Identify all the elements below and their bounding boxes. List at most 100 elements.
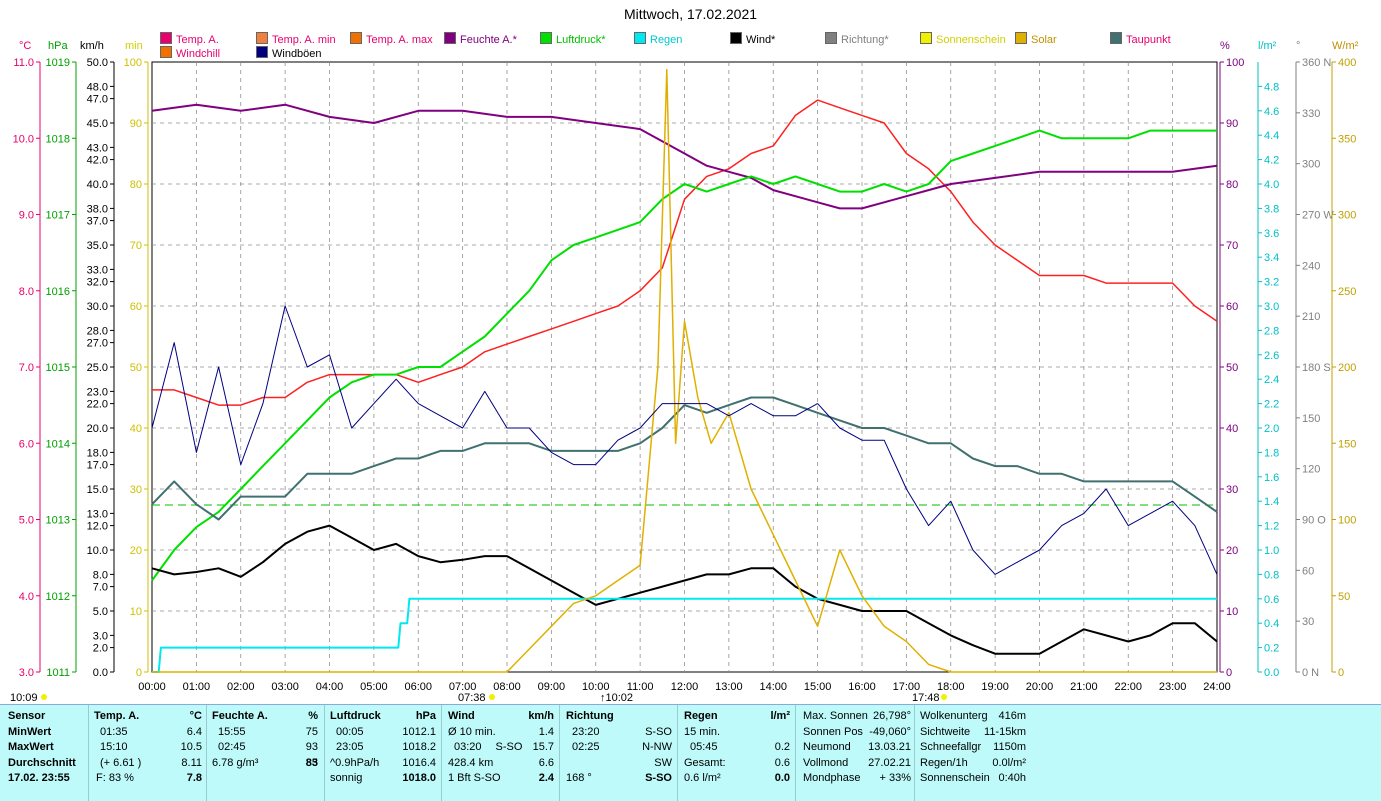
min-axis-tick-label: 70 <box>130 240 142 252</box>
pressure-axis-tick-label: 1018 <box>46 133 70 145</box>
direction-axis-tick-label: 270 W <box>1302 210 1334 222</box>
pressure-axis-tick-label: 1015 <box>46 362 70 374</box>
x-tick-label: 05:00 <box>360 681 388 693</box>
solar-axis-tick-label: 200 <box>1338 362 1356 374</box>
solar-axis-tick-label: 350 <box>1338 133 1356 145</box>
x-tick-label: 15:00 <box>804 681 832 693</box>
legend-direction: Richtung* <box>825 32 889 46</box>
stats-wind-col: Wind km/h Ø 10 min. 1.4 03:20 S-SO 15.7 428.… <box>448 710 554 784</box>
x-tick-label: 18:00 <box>937 681 965 693</box>
x-tick-label: 00:00 <box>138 681 166 693</box>
solar-axis-tick-label: 50 <box>1338 591 1350 603</box>
rain-axis-tick-label: 4.0 <box>1264 179 1279 191</box>
wind-axis-tick-label: 13.0 <box>87 508 108 520</box>
start-sun-marker <box>41 694 47 700</box>
rain-axis-tick-label: 3.2 <box>1264 277 1279 289</box>
series-temp-a <box>152 99 1218 406</box>
direction-axis-tick-label: 30 <box>1302 616 1314 628</box>
percent-axis-tick-label: 50 <box>1226 362 1238 374</box>
direction-axis-tick-label: 60 <box>1302 565 1314 577</box>
x-tick-label: 21:00 <box>1070 681 1098 693</box>
rain-axis-tick-label: 1.0 <box>1264 545 1279 557</box>
direction-axis-tick-label: 150 <box>1302 413 1320 425</box>
pressure-axis-tick-label: 1019 <box>46 57 70 69</box>
x-tick-label: 22:00 <box>1114 681 1142 693</box>
wind-axis-tick-label: 35.0 <box>87 240 108 252</box>
legend-gusts: Windböen <box>256 46 322 60</box>
direction-axis-tick-label: 240 <box>1302 260 1320 272</box>
stats-humidity-col: Feuchte A.% 15:55 75 02:45 93 85 6.78 g/m³… <box>212 710 318 769</box>
legend-rain: Regen <box>634 32 682 46</box>
x-tick-label: 04:00 <box>316 681 344 693</box>
sunset-label: 17:48 <box>912 692 940 704</box>
series-wind <box>151 524 1218 655</box>
rain-axis-tick-label: 3.6 <box>1264 228 1279 240</box>
wind-axis-tick-label: 2.0 <box>93 643 108 655</box>
solar-axis-tick-label: 100 <box>1338 515 1356 527</box>
rain-axis-tick-label: 1.4 <box>1264 496 1279 508</box>
noon-label: ↑10:02 <box>600 692 633 704</box>
direction-axis-tick-label: 330 <box>1302 108 1320 120</box>
wind-axis-tick-label: 27.0 <box>87 338 108 350</box>
x-tick-label: 07:00 <box>449 681 477 693</box>
legend-solar: Solar <box>1015 32 1057 46</box>
series-feuchte-a <box>151 103 1218 210</box>
x-tick-label: 01:00 <box>183 681 211 693</box>
rain-axis-tick-label: 3.4 <box>1264 252 1279 264</box>
wind-axis-tick-label: 17.0 <box>87 460 108 472</box>
wind-axis-tick-label: 40.0 <box>87 179 108 191</box>
x-tick-label: 19:00 <box>981 681 1009 693</box>
x-tick-label: 06:00 <box>404 681 432 693</box>
stats-rain-col: Regen l/m² 15 min. 05:45 0.2 Gesamt: 0.6 0.… <box>684 710 790 784</box>
legend-windchill: Windchill <box>160 46 220 60</box>
legend-pressure: Luftdruck* <box>540 32 606 46</box>
legend-wind: Wind* <box>730 32 775 46</box>
percent-axis-tick-label: 100 <box>1226 57 1244 69</box>
pressure-axis-tick-label: 1013 <box>46 515 70 527</box>
stats-pressure-col: Luftdruck hPa 00:05 1012.1 23:05 1018.2 ^0.… <box>330 710 436 784</box>
pressure-axis-tick-label: 1016 <box>46 286 70 298</box>
series-windb-en <box>151 305 1218 575</box>
sunrise-label: 07:38 <box>458 692 486 704</box>
x-tick-label: 08:00 <box>493 681 521 693</box>
stats-row-avg: Durchschnitt <box>8 756 76 769</box>
series-solar <box>152 68 1217 673</box>
rain-axis-tick-label: 2.2 <box>1264 399 1279 411</box>
rain-axis-tick-label: 0.2 <box>1264 643 1279 655</box>
unit-temp: °C <box>19 40 32 52</box>
stats-row-current: 17.02. 23:55 <box>8 772 70 784</box>
unit-rain: l/m² <box>1258 40 1277 52</box>
unit-min: min <box>125 40 143 52</box>
rain-axis-tick-label: 0.8 <box>1264 569 1279 581</box>
rain-axis-tick-label: 2.8 <box>1264 325 1279 337</box>
wind-axis-tick-label: 45.0 <box>87 118 108 130</box>
x-tick-label: 24:00 <box>1203 681 1231 693</box>
temp-axis-tick-label: 9.0 <box>19 210 34 222</box>
rain-axis-tick-label: 0.0 <box>1264 667 1279 679</box>
stats-row-min: MinWert <box>8 725 52 738</box>
direction-axis-tick-label: 180 S <box>1302 362 1331 374</box>
x-tick-label: 09:00 <box>538 681 566 693</box>
min-axis-tick-label: 100 <box>124 57 142 69</box>
unit-deg: ° <box>1296 40 1301 52</box>
unit-percent: % <box>1220 40 1230 52</box>
x-tick-label: 11:00 <box>627 681 654 693</box>
min-axis-tick-label: 60 <box>130 301 142 313</box>
min-axis-tick-label: 30 <box>130 484 142 496</box>
wind-axis-tick-label: 43.0 <box>87 142 108 154</box>
rain-axis-tick-label: 4.8 <box>1264 81 1279 93</box>
x-tick-label: 03:00 <box>271 681 299 693</box>
wind-axis-tick-label: 47.0 <box>87 94 108 106</box>
sunset-marker <box>941 694 947 700</box>
unit-solar: W/m² <box>1332 40 1359 52</box>
wind-axis-tick-label: 32.0 <box>87 277 108 289</box>
rain-axis-tick-label: 1.6 <box>1264 472 1279 484</box>
wind-axis-tick-label: 7.0 <box>93 582 108 594</box>
solar-axis-tick-label: 250 <box>1338 286 1356 298</box>
percent-axis-tick-label: 40 <box>1226 423 1238 435</box>
rain-axis-tick-label: 3.8 <box>1264 203 1279 215</box>
direction-axis-tick-label: 210 <box>1302 311 1320 323</box>
x-tick-label: 16:00 <box>848 681 876 693</box>
temp-axis-tick-label: 3.0 <box>19 667 34 679</box>
pressure-axis-tick-label: 1014 <box>46 438 70 450</box>
